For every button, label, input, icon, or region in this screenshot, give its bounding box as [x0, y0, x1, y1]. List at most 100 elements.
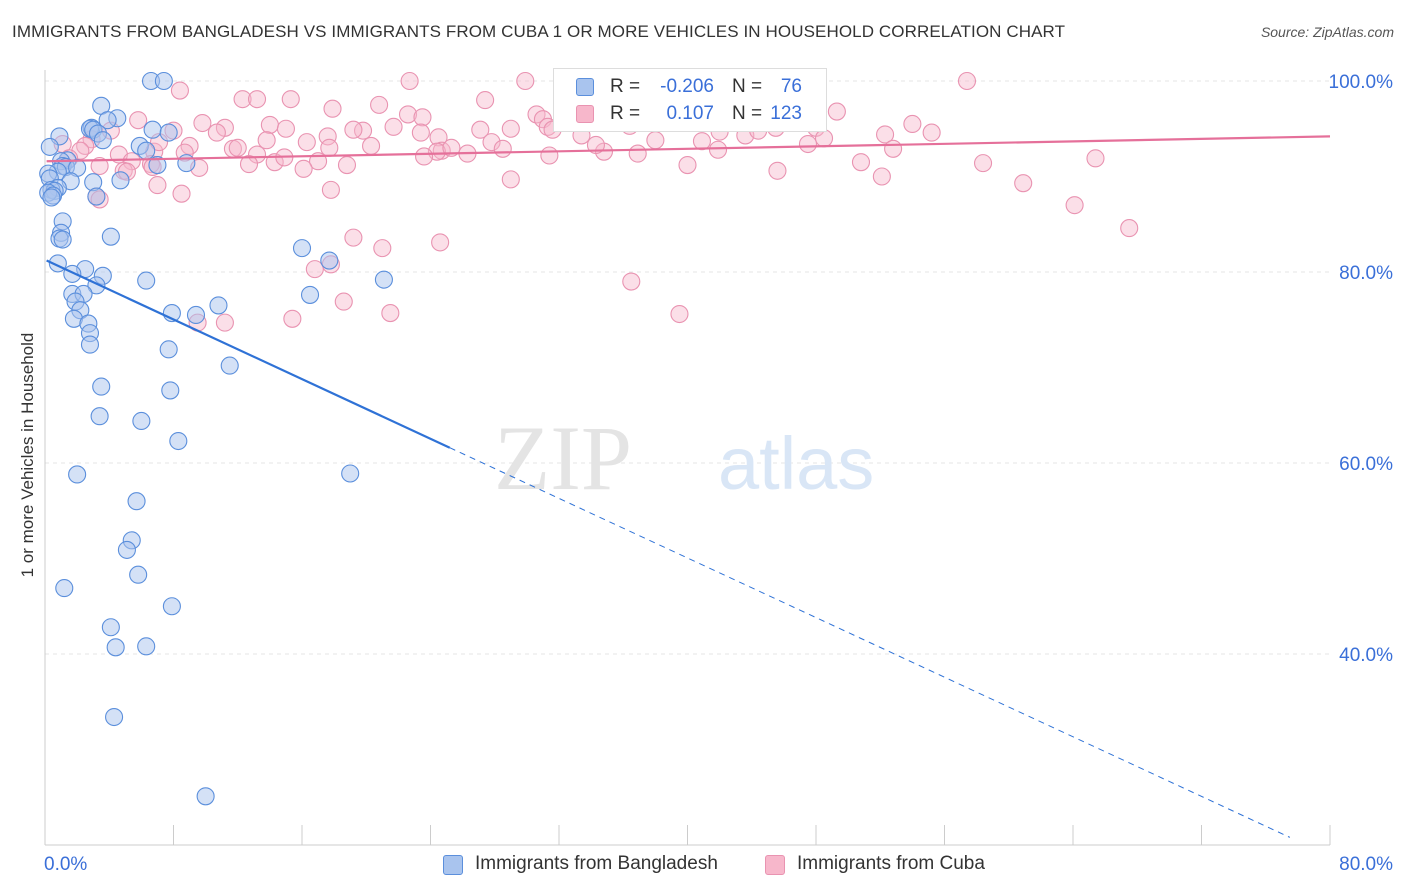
cuba-point: [646, 131, 665, 150]
bangladesh-trend-line: [46, 259, 451, 449]
x-tick-label: 0.0%: [44, 854, 87, 875]
cuba-point: [471, 120, 490, 139]
bangladesh-point: [101, 618, 120, 637]
cuba-point: [1086, 149, 1105, 168]
bangladesh-trend-extension: [449, 447, 1291, 838]
cuba-point: [323, 99, 342, 118]
cuba-point: [318, 127, 337, 146]
y-tick-label: 40.0%: [1339, 645, 1393, 666]
n-value: 76: [780, 76, 802, 97]
cuba-point: [362, 136, 381, 155]
watermark-atlas: atlas: [718, 422, 874, 505]
cuba-point: [344, 120, 363, 139]
source-label: Source: ZipAtlas.com: [1260, 24, 1394, 40]
cuba-point: [413, 108, 432, 127]
cuba-point: [586, 135, 605, 155]
bangladesh-point: [105, 707, 124, 727]
bangladesh-point: [300, 285, 320, 304]
cuba-point: [228, 138, 247, 157]
cuba-point: [384, 117, 403, 136]
cuba-point: [482, 133, 501, 152]
bangladesh-point: [186, 305, 206, 325]
bangladesh-point: [53, 230, 72, 249]
bangladesh-point: [90, 407, 109, 426]
bangladesh-point: [106, 638, 125, 657]
bangladesh-point: [101, 227, 120, 246]
r-label: R =: [610, 103, 641, 124]
axes: [44, 70, 1331, 846]
bangladesh-point: [40, 137, 59, 156]
cuba-point: [247, 90, 267, 109]
cuba-point: [814, 129, 834, 148]
bangladesh-point: [159, 123, 178, 142]
legend-label: Immigrants from Bangladesh: [475, 853, 718, 874]
cuba-point: [148, 176, 167, 195]
correlation-legend: R = -0.206 N = 76 R = 0.107 N = 123: [553, 68, 827, 132]
cuba-swatch: [765, 855, 785, 875]
n-label: N =: [732, 76, 763, 97]
cuba-point: [353, 121, 373, 140]
cuba-point: [1014, 174, 1033, 193]
x-tick-label: 80.0%: [1339, 854, 1393, 875]
cuba-point: [294, 159, 313, 178]
cuba-point: [170, 81, 189, 100]
trend-lines: [46, 135, 1331, 838]
bangladesh-point: [111, 171, 130, 190]
cuba-point: [768, 161, 787, 180]
y-tick-label: 80.0%: [1339, 263, 1393, 284]
cuba-point: [1120, 219, 1139, 238]
bangladesh-point: [177, 154, 196, 173]
tick-labels: 40.0% 60.0% 80.0% 100.0% 0.0% 80.0%: [44, 72, 1393, 875]
bangladesh-point: [137, 141, 156, 160]
cuba-point: [493, 139, 512, 158]
cuba-point: [260, 115, 279, 134]
cuba-point: [973, 154, 993, 173]
cuba-point: [334, 292, 353, 311]
bangladesh-point: [63, 264, 82, 283]
cuba-point: [411, 123, 430, 142]
bangladesh-swatch: [443, 855, 463, 875]
cuba-point: [305, 260, 324, 279]
cuba-point: [798, 134, 818, 154]
cuba-point: [922, 123, 941, 142]
bangladesh-point: [127, 492, 146, 511]
cuba-point: [129, 111, 148, 130]
chart-title: IMMIGRANTS FROM BANGLADESH VS IMMIGRANTS…: [12, 22, 1066, 41]
legend-row-bangladesh: R = -0.206 N = 76: [554, 74, 824, 100]
bangladesh-point: [341, 464, 360, 483]
cuba-point: [239, 155, 259, 174]
cuba-point: [429, 128, 448, 147]
cuba-point: [257, 131, 276, 150]
cuba-point: [337, 155, 357, 175]
bangladesh-point: [209, 296, 228, 315]
cuba-point: [381, 304, 400, 323]
bangladesh-point: [137, 271, 156, 290]
cuba-point: [501, 170, 520, 189]
cuba-point: [1065, 196, 1084, 215]
cuba-point: [415, 147, 434, 166]
bangladesh-point: [80, 335, 100, 354]
cuba-point: [851, 153, 871, 172]
series-bangladesh-points: [39, 71, 393, 806]
bangladesh-point: [55, 579, 74, 598]
bangladesh-point: [161, 381, 180, 400]
cuba-point: [678, 155, 697, 175]
cuba-point: [501, 119, 520, 138]
cuba-point: [708, 140, 728, 159]
legend-row-cuba: R = 0.107 N = 123: [554, 101, 824, 127]
bangladesh-point: [162, 597, 181, 616]
r-value: -0.206: [660, 76, 714, 97]
cuba-point: [193, 113, 212, 133]
cuba-point: [622, 272, 641, 291]
cuba-point: [876, 125, 895, 144]
cuba-point: [215, 313, 234, 332]
cuba-point: [370, 95, 389, 114]
cuba-point: [431, 233, 450, 252]
cuba-point: [276, 119, 295, 138]
cuba-point: [320, 138, 339, 157]
cuba-point: [207, 123, 226, 142]
cuba-point: [90, 156, 109, 176]
bangladesh-point: [98, 111, 117, 130]
r-value: 0.107: [666, 103, 714, 124]
bangladesh-point: [374, 270, 393, 289]
